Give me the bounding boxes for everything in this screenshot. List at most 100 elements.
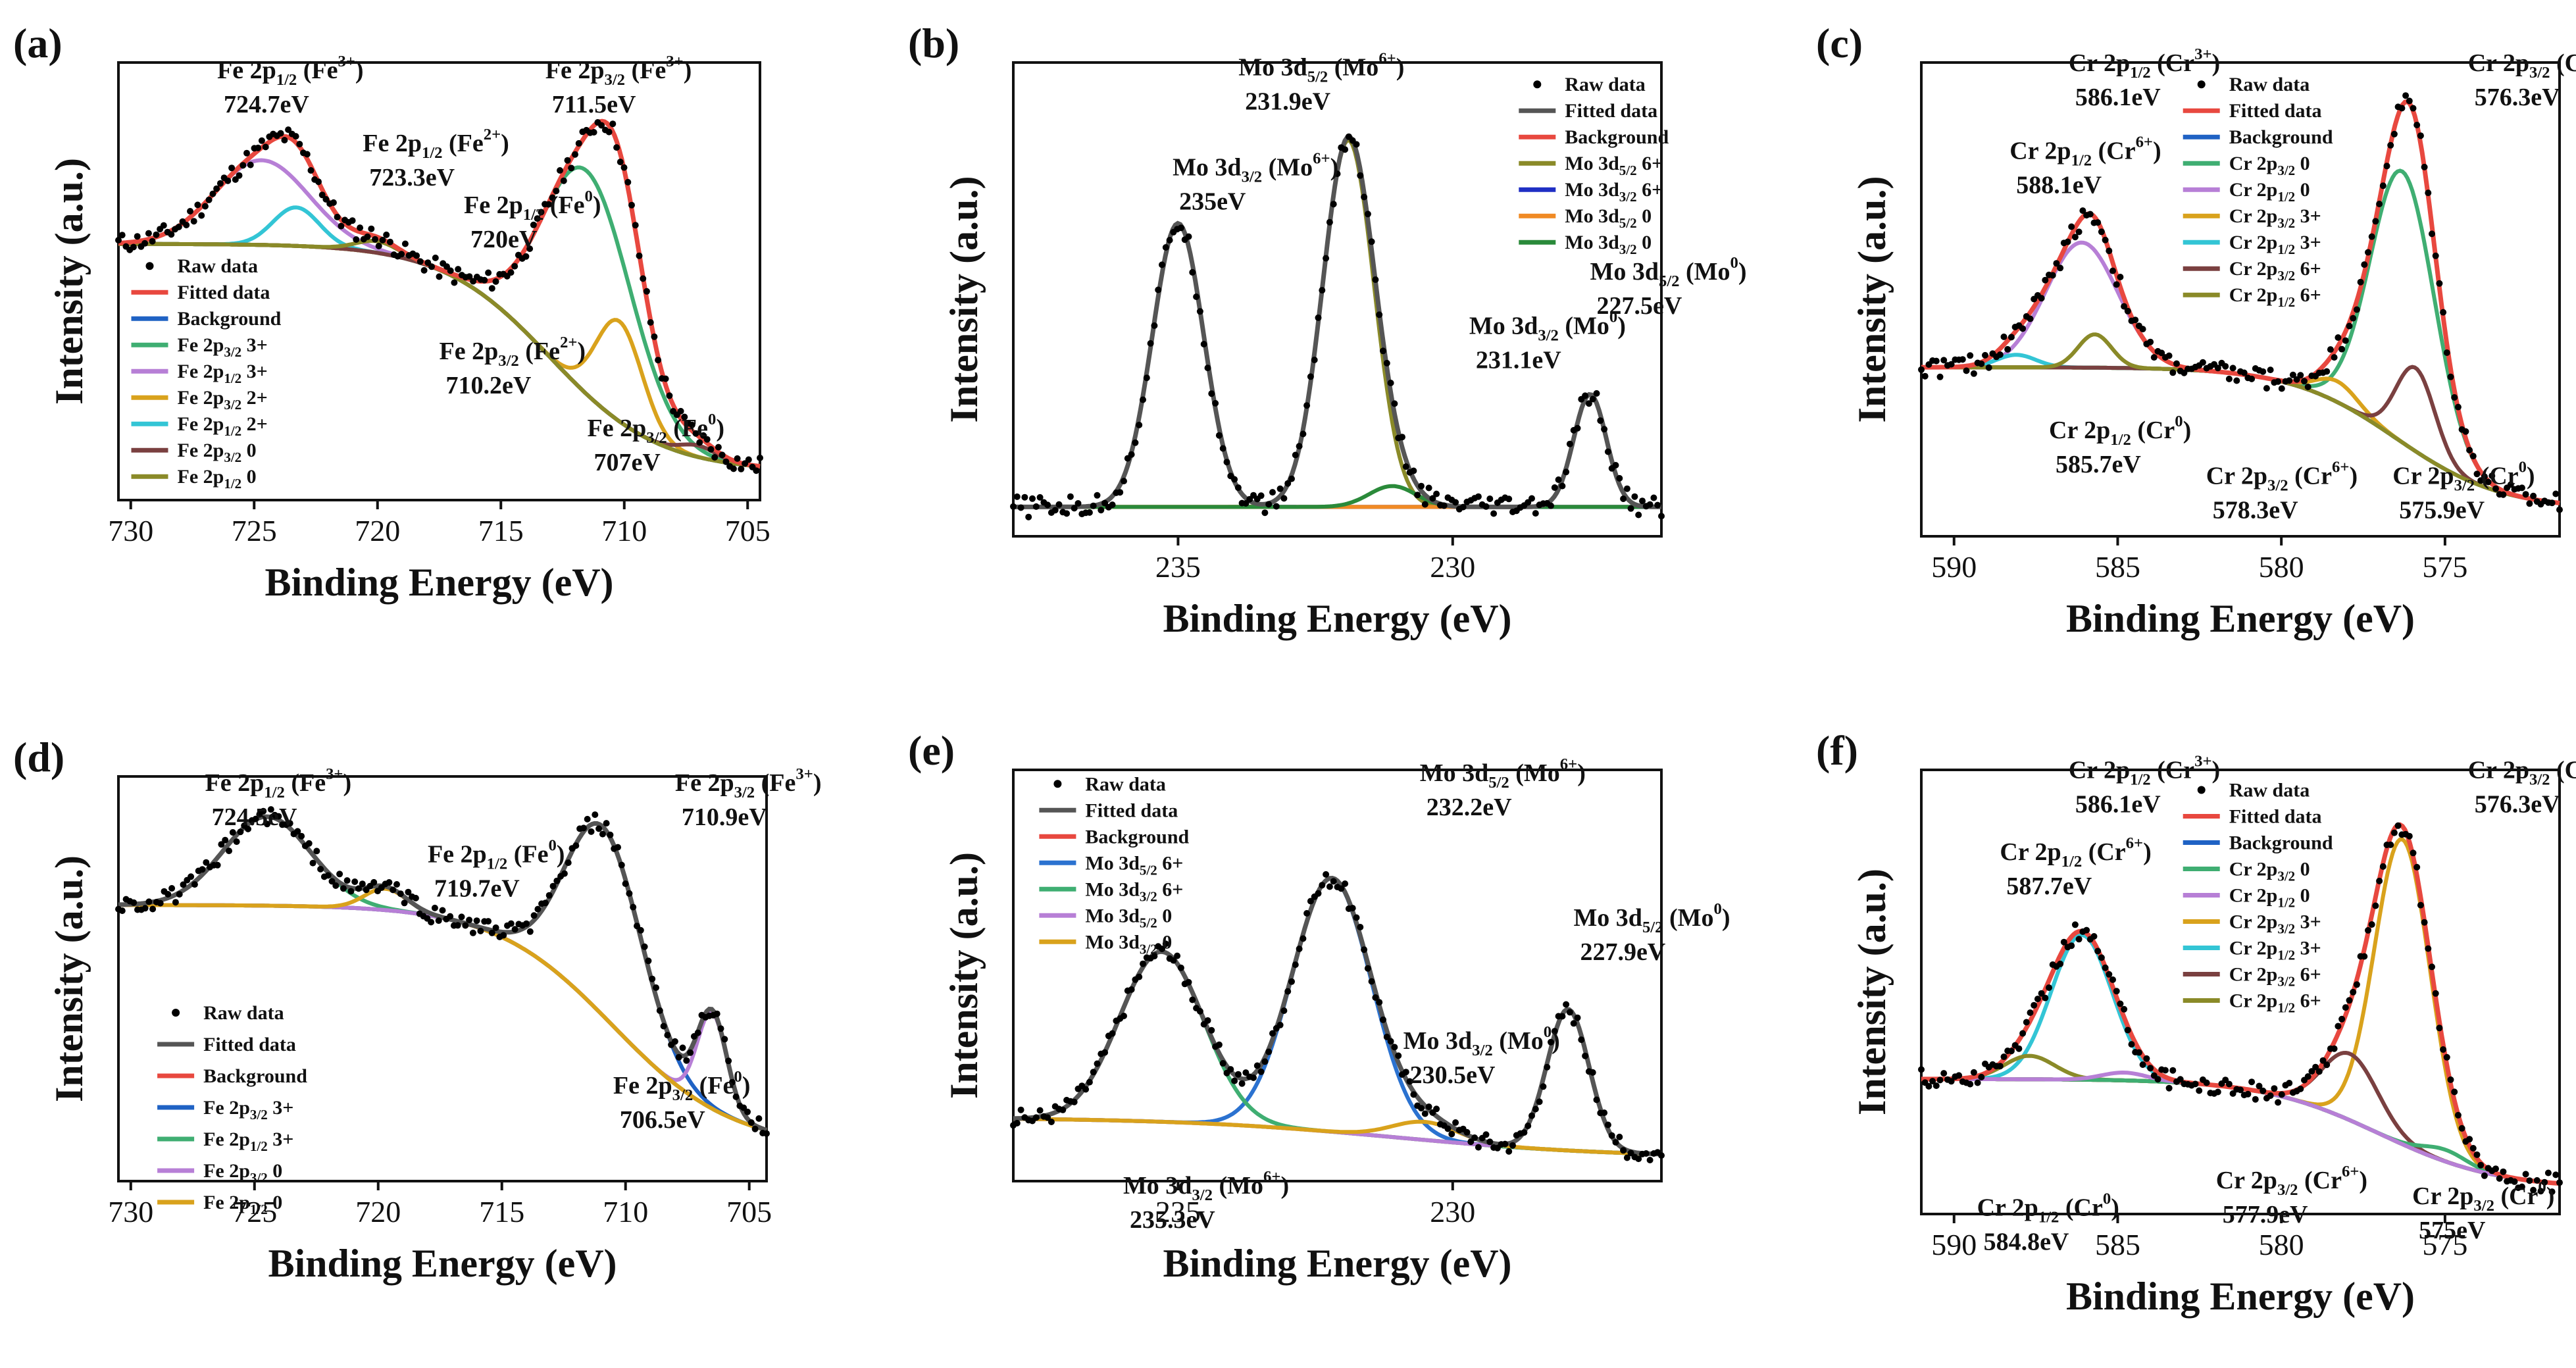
peak-annotation: Mo 3d5/2 (Mo0)227.5eV: [1590, 254, 1746, 320]
raw-data-point: [2357, 278, 2364, 286]
annotation-label: Mo 3d3/2 (Mo0): [1403, 1023, 1560, 1059]
raw-data-point: [2481, 473, 2488, 480]
raw-data-points: [1010, 871, 1665, 1163]
raw-data-point: [1273, 503, 1280, 510]
raw-data-point: [2289, 371, 2296, 378]
raw-data-point: [2530, 1186, 2537, 1194]
raw-data-point: [2451, 394, 2458, 401]
raw-data-point: [1406, 1078, 1413, 1085]
raw-data-point: [687, 1049, 694, 1056]
raw-data-point: [432, 254, 439, 261]
raw-data-point: [160, 222, 167, 229]
raw-data-point: [1486, 495, 1494, 502]
panel-label: (e): [908, 727, 955, 774]
annotation-label: Cr 2p3/2 (Cr6+): [2216, 1163, 2367, 1199]
legend-label: Cr 2p1/2 3+: [2229, 938, 2321, 963]
raw-data-point: [2135, 1049, 2142, 1056]
raw-data-point: [719, 451, 726, 459]
raw-data-point: [2390, 130, 2398, 138]
peak-mo-3d3-2-0: [1013, 1117, 1662, 1156]
legend-label: Fitted data: [203, 1034, 296, 1055]
raw-data-point: [1936, 373, 1944, 380]
raw-data-point: [2413, 863, 2421, 871]
annotation-value: 578.3eV: [2213, 497, 2298, 524]
raw-data-point: [1525, 1123, 1532, 1129]
raw-data-point: [2488, 472, 2496, 480]
raw-data-point: [1090, 502, 1097, 509]
raw-data-point: [2451, 1088, 2458, 1096]
raw-data-point: [2158, 349, 2165, 357]
raw-data-point: [1402, 1069, 1409, 1076]
annotation-value: 227.9eV: [1580, 938, 1665, 966]
raw-data-point: [2346, 997, 2353, 1004]
raw-data-point: [1071, 505, 1078, 512]
raw-data-point: [1650, 494, 1657, 501]
raw-data-point: [281, 137, 288, 143]
raw-data-point: [1323, 255, 1330, 262]
raw-data-point: [349, 217, 356, 224]
raw-data-point: [2233, 377, 2240, 384]
raw-data-point: [753, 467, 760, 474]
peak-annotation: Fe 2p1/2 (Fe2+)723.3eV: [363, 126, 509, 191]
legend-label: Cr 2p3/2 3+: [2229, 911, 2321, 937]
raw-data-point: [1985, 364, 1992, 371]
legend-label: Fe 2p1/2 3+: [203, 1128, 293, 1154]
raw-data-point: [1193, 293, 1200, 300]
raw-data-point: [2518, 1183, 2525, 1190]
x-tick-label: 580: [2259, 1228, 2304, 1261]
raw-data-point: [2113, 281, 2120, 288]
legend-label: Fe 2p3/2 3+: [178, 334, 268, 360]
raw-data-point: [2286, 1080, 2293, 1086]
peak-annotation: Cr 2p3/2 (Cr6+)578.3eV: [2206, 459, 2358, 524]
annotation-value: 710.2eV: [446, 372, 532, 399]
raw-data-point: [763, 1130, 770, 1137]
x-tick-label: 580: [2259, 550, 2304, 584]
raw-data-point: [492, 924, 499, 931]
raw-data-point: [1234, 484, 1242, 492]
raw-data-point: [1159, 946, 1165, 952]
raw-data-point: [2458, 1125, 2465, 1132]
panel-label: (b): [908, 20, 959, 66]
raw-data-point: [1620, 1147, 1627, 1154]
raw-data-point: [1597, 417, 1604, 424]
raw-data-point: [145, 230, 152, 237]
raw-data-point: [645, 957, 652, 965]
raw-data-point: [1044, 501, 1051, 509]
raw-data-point: [431, 904, 438, 911]
raw-data-point: [428, 263, 435, 270]
raw-data-point: [477, 927, 484, 934]
raw-data-point: [2526, 1177, 2533, 1184]
raw-data-point: [634, 923, 640, 930]
raw-data-point: [205, 196, 213, 203]
raw-data-point: [1635, 1155, 1642, 1163]
raw-data-point: [2342, 337, 2349, 344]
raw-data-point: [2402, 92, 2410, 99]
raw-data-point: [1639, 497, 1646, 505]
legend-dot-marker: [172, 1009, 180, 1017]
legend-label: Raw data: [2229, 74, 2310, 95]
raw-data-point: [2049, 272, 2056, 279]
raw-data-point: [2526, 500, 2533, 507]
raw-data-point: [2500, 491, 2507, 498]
annotation-value: 710.9eV: [682, 803, 767, 831]
raw-data-point: [1162, 244, 1169, 251]
raw-data-point: [397, 890, 404, 898]
raw-data-point: [1486, 1138, 1494, 1146]
x-tick-label: 235: [1155, 550, 1201, 584]
raw-data-point: [2297, 1085, 2304, 1092]
annotation-value: 584.8eV: [1984, 1229, 2069, 1256]
raw-data-point: [2169, 369, 2177, 376]
raw-data-point: [168, 231, 175, 238]
raw-data-point: [1425, 484, 1432, 492]
raw-data-point: [1921, 372, 1929, 380]
raw-data-point: [303, 151, 311, 158]
annotation-value: 235.3eV: [1130, 1206, 1215, 1234]
panel-label: (d): [13, 734, 64, 780]
raw-data-point: [340, 885, 347, 892]
raw-data-point: [2361, 261, 2368, 268]
raw-data-point: [1978, 360, 1985, 367]
raw-data-point: [2308, 1068, 2315, 1075]
legend-label: Mo 3d5/2 6+: [1565, 153, 1663, 178]
x-tick-label: 715: [478, 514, 524, 547]
raw-data-point: [534, 905, 542, 913]
